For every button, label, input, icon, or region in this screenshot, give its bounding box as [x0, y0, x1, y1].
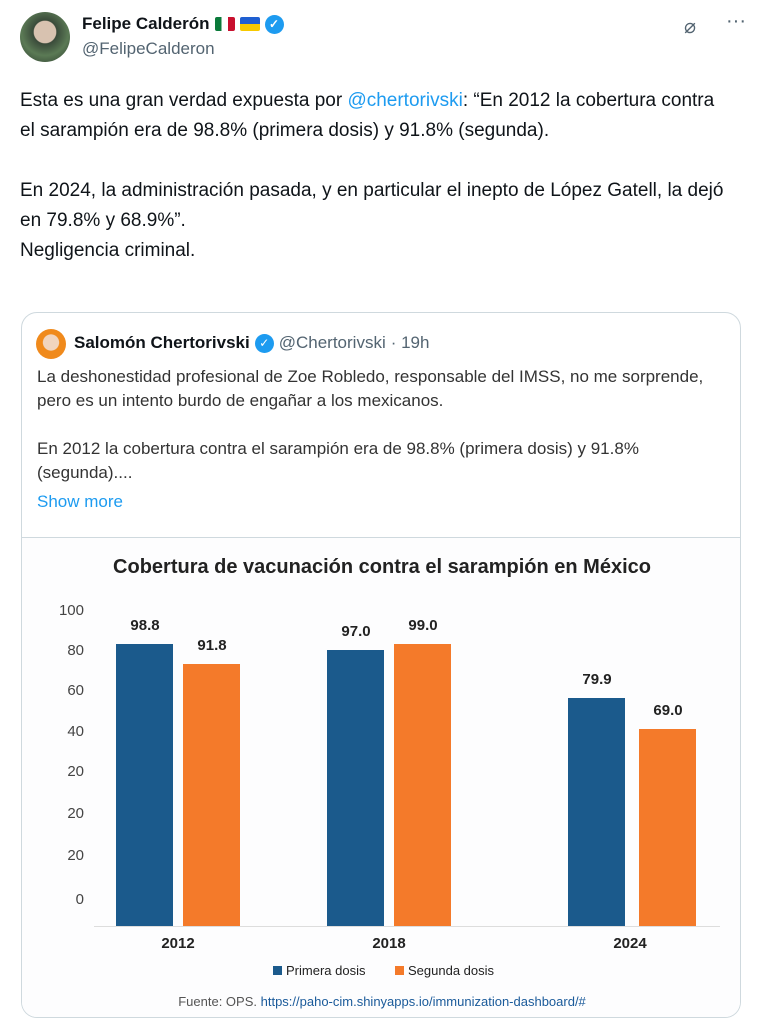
- x-tick-label: 2012: [161, 935, 195, 952]
- chart-image: Cobertura de vacunación contra el saramp…: [22, 537, 740, 1017]
- y-tick-label: 20: [67, 847, 84, 864]
- bar-2012-primera: [116, 644, 173, 926]
- tweet-text-part: : “En 2012 la cobertura contra el saramp…: [20, 90, 724, 261]
- quoted-tweet[interactable]: Salomón Chertorivski ✓ @Chertorivski · 1…: [21, 312, 741, 1018]
- bar-value-label: 91.8: [197, 637, 227, 655]
- grok-icon[interactable]: ⌀: [684, 16, 697, 38]
- bar-value-label: 98.8: [130, 617, 160, 635]
- tweet-text-part: Esta es una gran verdad expuesta por: [20, 90, 348, 111]
- bar-value-label: 99.0: [408, 616, 438, 634]
- mention-link[interactable]: @chertorivski: [347, 90, 463, 111]
- y-tick-label: 20: [67, 763, 84, 780]
- quote-author-handle: @Chertorivski: [278, 333, 386, 352]
- chart-title: Cobertura de vacunación contra el saramp…: [113, 556, 651, 578]
- y-tick-label: 40: [67, 723, 84, 740]
- verified-badge-icon: ✓: [264, 14, 284, 34]
- y-tick-label: 60: [67, 682, 84, 699]
- author-name[interactable]: Felipe Calderón: [82, 14, 210, 33]
- ukraine-flag-icon: [239, 17, 260, 31]
- bar-value-label: 97.0: [341, 622, 371, 640]
- quote-author-name: Salomón Chertorivski: [74, 333, 250, 352]
- quote-header: Salomón Chertorivski ✓ @Chertorivski · 1…: [74, 333, 429, 353]
- bar-2024-segunda: [639, 729, 696, 926]
- show-more-link[interactable]: Show more: [37, 492, 123, 511]
- bar-value-label: 69.0: [653, 702, 683, 720]
- x-tick-label: 2024: [613, 935, 647, 952]
- author-avatar[interactable]: [20, 12, 70, 62]
- legend-label: Primera dosis: [286, 963, 366, 978]
- bar-2012-segunda: [183, 664, 240, 926]
- more-options-icon[interactable]: ···: [726, 10, 746, 32]
- y-tick-label: 80: [67, 642, 84, 659]
- source-prefix: Fuente: OPS.: [178, 994, 257, 1009]
- y-tick-label: 100: [58, 602, 84, 619]
- quote-time: · 19h: [390, 333, 430, 352]
- chart-source: Fuente: OPS. https://paho-cim.shinyapps.…: [22, 994, 740, 1009]
- bar-value-label: 79.9: [582, 671, 612, 689]
- tweet-text: Esta es una gran verdad expuesta por @ch…: [20, 86, 730, 266]
- x-tick-label: 2018: [372, 935, 406, 952]
- legend-swatch: [395, 966, 404, 975]
- author-name-row: Felipe Calderón ✓: [82, 14, 284, 34]
- author-handle[interactable]: @FelipeCalderon: [82, 39, 215, 58]
- source-link[interactable]: https://paho-cim.shinyapps.io/immunizati…: [260, 994, 586, 1009]
- mexico-flag-icon: [214, 17, 235, 31]
- quote-author-avatar: [36, 329, 66, 359]
- bar-2018-segunda: [394, 643, 451, 926]
- quote-text: La deshonestidad profesional de Zoe Robl…: [37, 367, 704, 482]
- y-tick-label: 0: [75, 891, 84, 908]
- x-axis-line: [94, 926, 720, 927]
- bar-2018-primera: [327, 649, 384, 926]
- bar-2024-primera: [568, 698, 625, 926]
- y-tick-label: 20: [67, 805, 84, 822]
- legend-item-segunda: Segunda dosis: [395, 963, 494, 978]
- legend-swatch: [273, 966, 282, 975]
- legend-item-primera: Primera dosis: [273, 963, 365, 978]
- legend-label: Segunda dosis: [408, 963, 495, 978]
- verified-badge-icon: ✓: [254, 333, 274, 353]
